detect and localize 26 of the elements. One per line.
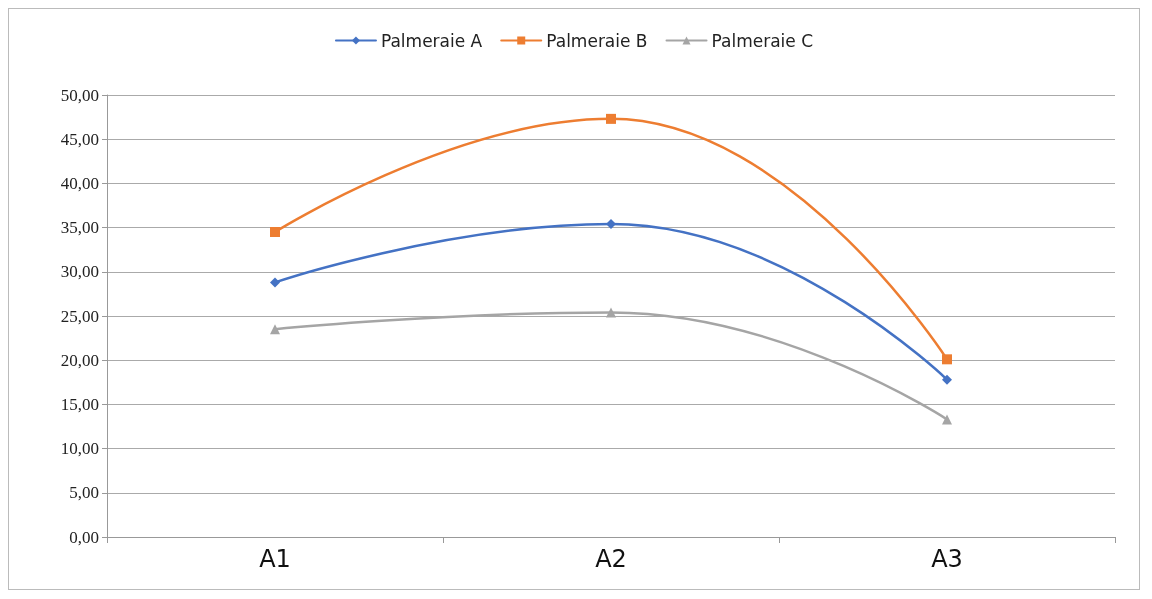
point [606, 307, 616, 318]
y-tick-label: 15,00 [60, 394, 99, 414]
point [270, 227, 280, 238]
legend-label: Palmeraie B [546, 30, 648, 51]
x-tick-label: A2 [595, 545, 627, 573]
point [606, 113, 616, 124]
y-tick-label: 35,00 [60, 218, 99, 238]
legend-label: Palmeraie A [380, 30, 483, 51]
x-tick-label: A1 [259, 545, 291, 573]
point [942, 374, 952, 385]
legend-label: Palmeraie C [711, 30, 814, 51]
point [942, 414, 952, 425]
point [270, 277, 280, 288]
point [606, 219, 616, 230]
y-tick-label: 45,00 [60, 129, 99, 149]
point [270, 324, 280, 335]
y-tick-label: 50,00 [60, 85, 99, 105]
y-tick-label: 30,00 [60, 262, 99, 282]
x-tick-label: A3 [931, 545, 963, 573]
y-tick-label: 40,00 [60, 173, 99, 193]
y-tick-label: 0,00 [69, 527, 99, 547]
point [942, 354, 952, 365]
y-tick-label: 20,00 [60, 350, 99, 370]
y-tick-label: 5,00 [69, 483, 99, 503]
y-tick-label: 10,00 [60, 439, 99, 459]
y-tick-label: 25,00 [60, 306, 99, 326]
